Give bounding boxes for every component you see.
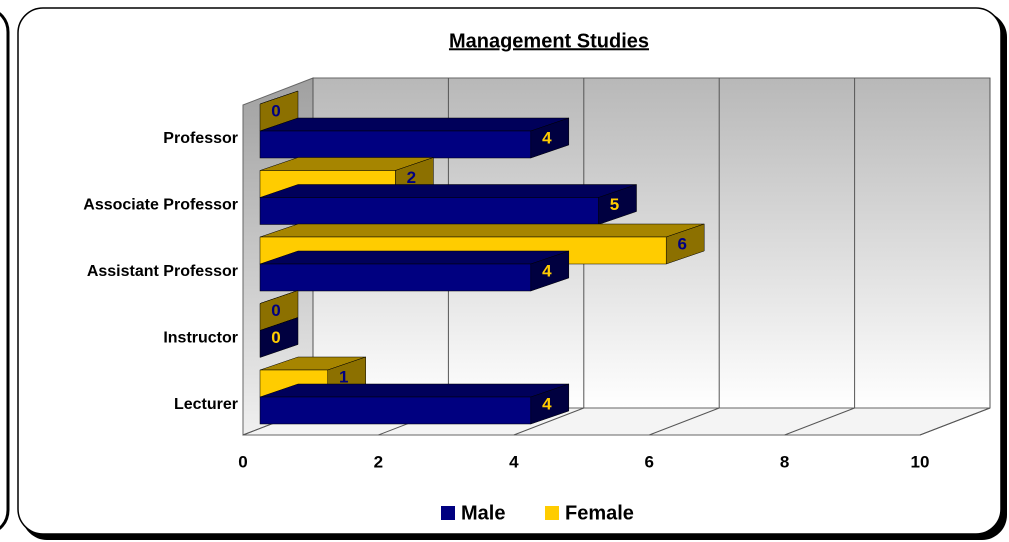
bar-top: [259, 184, 637, 198]
x-tick-label: 8: [780, 452, 789, 471]
bar: [259, 317, 299, 358]
data-label: 6: [677, 234, 686, 253]
side-panel: [0, 12, 10, 530]
y-tick-label: Professor: [163, 130, 238, 147]
bar: [259, 383, 570, 425]
chart-title: Management Studies: [449, 30, 649, 52]
y-tick-label: Instructor: [163, 330, 238, 347]
floor-grid-line: [919, 407, 991, 436]
bar-top: [259, 223, 705, 238]
data-label: 2: [407, 168, 416, 187]
floor-grid-line: [513, 407, 584, 436]
x-tick-label: 0: [238, 452, 247, 471]
y-tick-label: Lecturer: [174, 396, 238, 413]
y-tick-label: Assistant Professor: [87, 263, 238, 280]
bar-front: [259, 130, 532, 159]
x-tick-label: 6: [644, 452, 653, 471]
legend-label: Male: [461, 502, 505, 524]
data-label: 1: [339, 367, 348, 386]
bar-front: [259, 263, 532, 292]
bar-front: [259, 396, 532, 425]
bar-side: [259, 317, 299, 358]
bar-front: [259, 197, 599, 225]
y-tick-label: Associate Professor: [83, 197, 238, 214]
x-tick-label: 2: [374, 452, 383, 471]
data-label: 0: [271, 328, 280, 347]
bar-top: [259, 250, 569, 265]
data-label: 4: [542, 128, 552, 147]
legend-swatch: [441, 506, 455, 520]
bar: [259, 250, 570, 292]
data-label: 5: [610, 195, 619, 214]
data-label: 0: [271, 301, 280, 320]
bar-top: [259, 117, 569, 132]
bar: [259, 184, 637, 225]
x-tick-label: 10: [911, 452, 930, 471]
floor-grid-line: [649, 407, 720, 436]
legend-label: Female: [565, 502, 634, 524]
floor-grid-line: [784, 407, 855, 436]
data-label: 0: [271, 101, 280, 120]
data-label: 4: [542, 261, 552, 280]
legend-swatch: [545, 506, 559, 520]
x-tick-label: 4: [509, 452, 519, 471]
bar-top: [259, 383, 569, 398]
data-label: 4: [542, 394, 552, 413]
bar: [259, 117, 570, 159]
